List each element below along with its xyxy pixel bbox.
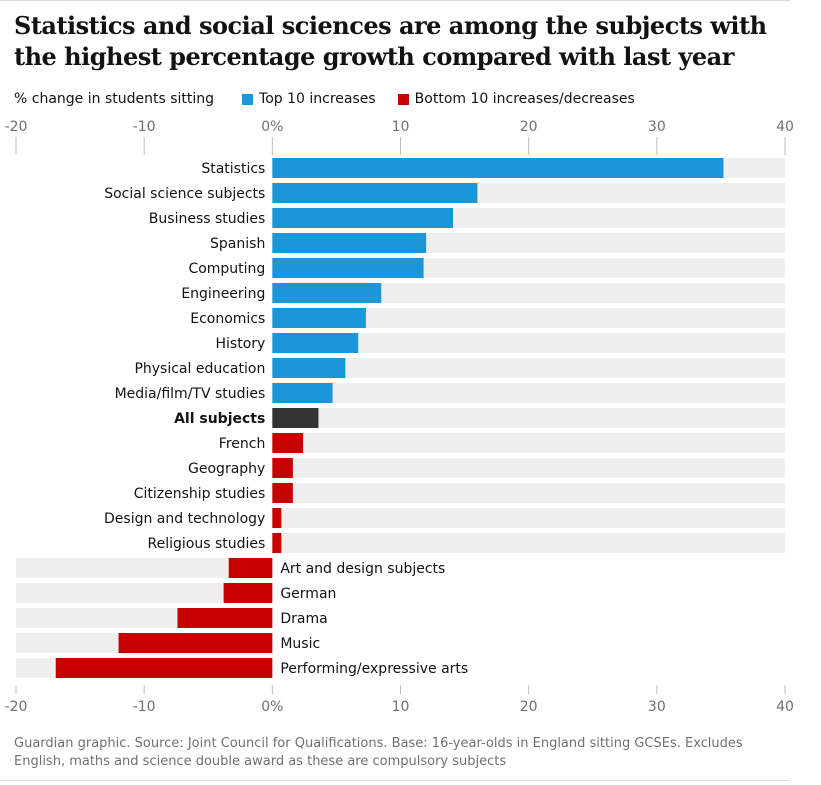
bar-track [272,358,785,378]
category-label: Design and technology [104,511,265,527]
bar-track [272,308,785,328]
category-label: Music [280,636,320,652]
top-tick-label: 0% [261,119,283,135]
bar [272,258,424,278]
bar [272,483,293,503]
top-tick-label: -10 [133,119,156,135]
bar [272,233,427,253]
bar [272,358,346,378]
bar-track [272,458,785,478]
bar [272,208,454,228]
bar [272,533,282,553]
category-label: History [216,336,266,352]
category-label: Business studies [149,211,266,227]
bar [272,283,382,303]
bar-track [272,433,785,453]
bar [272,508,282,528]
bottom-tick-label: 40 [776,699,794,713]
bar [272,183,478,203]
bar [223,583,273,603]
bottom-tick-label: 30 [648,699,666,713]
bar-track [272,383,785,403]
top-tick-label: 30 [648,119,666,135]
bottom-tick-label: -20 [5,699,28,713]
bottom-tick-label: 20 [520,699,538,713]
legend-swatch-bottom [397,93,409,105]
bar [55,658,273,678]
bar [272,408,319,428]
category-label: Economics [190,311,265,327]
top-tick-label: 20 [520,119,538,135]
category-label: Spanish [210,236,265,252]
bar [272,158,724,178]
category-label: Religious studies [148,536,266,552]
bar-track [272,508,785,528]
bottom-tick-label: 10 [392,699,410,713]
legend-label-bottom: Bottom 10 increases/decreases [414,91,635,107]
bar [272,458,293,478]
legend: % change in students sitting Top 10 incr… [14,89,657,109]
source-note: Guardian graphic. Source: Joint Council … [14,736,743,769]
category-label: Art and design subjects [280,561,445,577]
bar [272,308,366,328]
top-tick-label: 40 [776,119,794,135]
category-label: Physical education [134,361,265,377]
bar [177,608,273,628]
bar [272,433,304,453]
bar-track [16,558,273,578]
bottom-tick-label: 0% [261,699,283,713]
bar-chart: -20 -10 0% 10 20 30 40 Statistics Social science… [5,119,794,713]
bottom-rule [0,780,790,781]
legend-item-top: Top 10 increases [242,91,376,107]
category-label: French [219,436,266,452]
category-label: Social science subjects [104,186,265,202]
category-label: Performing/expressive arts [280,661,468,677]
bottom-tick-label: -10 [133,699,156,713]
bar-track [272,333,785,353]
category-label: Engineering [181,286,265,302]
bar [228,558,273,578]
bar [118,633,273,653]
bar-track [16,583,273,603]
category-label: Media/film/TV studies [115,386,266,402]
category-label: Citizenship studies [134,486,266,502]
bar-track [272,533,785,553]
category-label: Drama [280,611,327,627]
bar [272,383,333,403]
bar-track [272,483,785,503]
category-label: Computing [188,261,265,277]
legend-item-bottom: Bottom 10 increases/decreases [397,91,635,107]
category-label: Statistics [201,161,265,177]
category-label: German [280,586,336,602]
bar-track [272,408,785,428]
chart-title: Statistics and social sciences are among… [14,11,767,71]
legend-swatch-top [242,93,254,105]
bar [272,333,359,353]
bar-track [272,283,785,303]
category-label: Geography [188,461,265,477]
x-axis-label: % change in students sitting [14,91,215,107]
top-tick-label: 10 [392,119,410,135]
category-label: All subjects [174,411,265,427]
top-rule [0,0,790,1]
legend-label-top: Top 10 increases [259,91,376,107]
top-tick-label: -20 [5,119,28,135]
